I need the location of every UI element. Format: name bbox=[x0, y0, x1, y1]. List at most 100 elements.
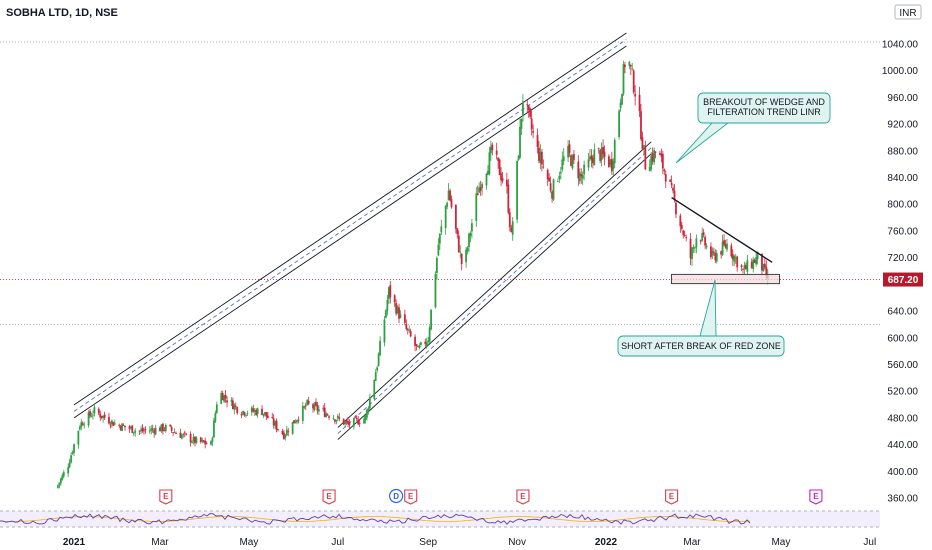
candle-body bbox=[303, 406, 306, 408]
candle-body bbox=[122, 425, 125, 426]
candle-body bbox=[201, 439, 204, 442]
callout-box bbox=[617, 335, 785, 357]
candle-body bbox=[478, 187, 481, 193]
candle-body bbox=[62, 472, 65, 477]
candle-body bbox=[723, 240, 725, 245]
candle-body bbox=[743, 265, 746, 269]
candle-body bbox=[403, 314, 406, 323]
event-label: E bbox=[163, 492, 169, 501]
time-axis[interactable]: 2021 Mar May Jul Sep Nov 2022 Mar May Jul bbox=[63, 537, 876, 548]
candle-body bbox=[264, 412, 266, 415]
candle-body bbox=[182, 433, 185, 435]
candle-body bbox=[332, 418, 335, 420]
candle-body bbox=[495, 150, 498, 155]
candle-body bbox=[223, 395, 226, 402]
candle-body bbox=[527, 105, 530, 111]
candle-body bbox=[460, 253, 463, 264]
price-tick-label: 400.00 bbox=[887, 467, 918, 478]
candle-body bbox=[307, 400, 310, 404]
candle-body bbox=[419, 342, 422, 345]
candle-body bbox=[141, 428, 144, 432]
candle-body bbox=[628, 61, 631, 66]
chart-title: SOBHA LTD, 1D, NSE bbox=[6, 7, 118, 19]
candle-body bbox=[73, 444, 75, 453]
candle-body bbox=[701, 233, 704, 241]
time-tick-label: Sep bbox=[419, 537, 437, 548]
candle-body bbox=[172, 432, 175, 434]
candle-body bbox=[170, 427, 173, 431]
candle-body bbox=[587, 159, 590, 168]
candle-body bbox=[613, 139, 616, 164]
candle-body bbox=[485, 173, 488, 186]
candle-body bbox=[571, 155, 574, 169]
candle-body bbox=[285, 429, 288, 436]
candle-body bbox=[466, 247, 469, 252]
oscillator-band bbox=[0, 511, 880, 527]
candle-body bbox=[291, 421, 294, 434]
candle-body bbox=[599, 150, 602, 161]
candle-body bbox=[233, 404, 236, 410]
time-tick-label: Jul bbox=[331, 537, 344, 548]
candle-body bbox=[454, 204, 457, 229]
candle-body bbox=[108, 416, 110, 424]
candle-body bbox=[385, 310, 387, 318]
candle-body bbox=[266, 415, 269, 419]
price-tick-label: 800.00 bbox=[887, 200, 918, 211]
candle-body bbox=[364, 415, 367, 420]
candle-body bbox=[287, 431, 290, 433]
candle-body bbox=[731, 254, 734, 260]
candle-body bbox=[211, 437, 214, 442]
candle-body bbox=[428, 327, 431, 342]
candle-body bbox=[721, 241, 724, 255]
candle-body bbox=[437, 244, 440, 256]
candle-body bbox=[479, 187, 482, 191]
price-tick-label: 480.00 bbox=[887, 413, 918, 424]
candle-body bbox=[590, 155, 593, 160]
price-tick-label: 1000.00 bbox=[882, 66, 919, 77]
candle-body bbox=[213, 420, 215, 438]
candle-body bbox=[520, 118, 523, 129]
candle-body bbox=[328, 416, 330, 418]
event-label: E bbox=[326, 492, 332, 501]
channel-lower-outer bbox=[337, 141, 652, 428]
candle-body bbox=[153, 429, 156, 434]
currency-badge[interactable]: INR bbox=[894, 4, 922, 20]
candle-body bbox=[670, 182, 673, 185]
time-tick-label: 2022 bbox=[595, 537, 618, 548]
candle-body bbox=[648, 166, 651, 172]
candle-body bbox=[510, 227, 513, 232]
candle-body bbox=[457, 235, 460, 253]
candle-body bbox=[185, 433, 188, 435]
candle-body bbox=[610, 159, 613, 172]
candle-body bbox=[93, 407, 96, 414]
candle-body bbox=[169, 424, 172, 427]
candle-body bbox=[151, 428, 154, 430]
candle-body bbox=[624, 64, 626, 67]
price-axis[interactable]: 1040.00 1000.00 960.00 920.00 880.00 840.00 80… bbox=[882, 40, 923, 505]
candle-body bbox=[189, 433, 192, 443]
candle-body bbox=[557, 181, 559, 182]
candle-body bbox=[312, 404, 314, 409]
candle-body bbox=[476, 193, 479, 196]
candle-body bbox=[577, 161, 580, 179]
callout-box bbox=[697, 92, 831, 124]
candle-body bbox=[436, 257, 438, 273]
candle-body bbox=[685, 237, 688, 239]
candle-body bbox=[194, 436, 196, 444]
candle-body bbox=[546, 169, 549, 180]
candle-body bbox=[629, 64, 632, 67]
candle-body bbox=[377, 353, 380, 366]
candle-body bbox=[119, 425, 122, 430]
oscillator-line bbox=[0, 513, 751, 525]
event-label: E bbox=[408, 492, 414, 501]
candle-body bbox=[704, 236, 707, 246]
candle-body bbox=[262, 413, 265, 416]
callout-text: FILTERATION TREND LINR bbox=[707, 107, 821, 117]
candle-body bbox=[150, 428, 153, 431]
channel-lower-inner bbox=[337, 153, 652, 440]
support-zone-box bbox=[671, 273, 780, 285]
candle-body bbox=[322, 408, 325, 410]
candle-body bbox=[180, 434, 183, 439]
candle-body bbox=[551, 191, 553, 199]
